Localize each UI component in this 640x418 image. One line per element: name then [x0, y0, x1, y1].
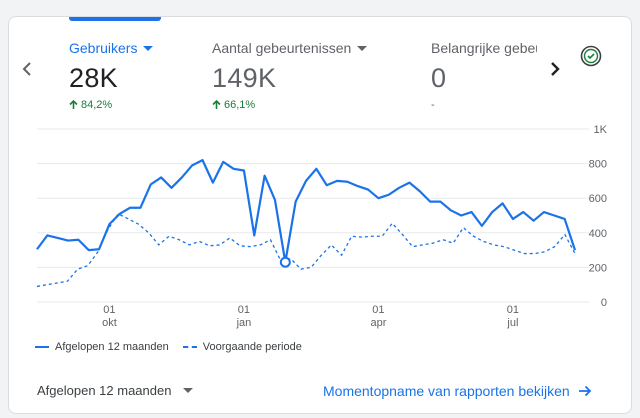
y-tick-label: 1K — [594, 124, 608, 136]
metric-change: - — [431, 99, 435, 111]
x-tick-day: 01 — [103, 304, 115, 316]
view-reports-snapshot-link[interactable]: Momentopname van rapporten bekijken — [323, 383, 592, 399]
dropdown-caret-icon — [357, 45, 368, 51]
current-period-line — [36, 159, 577, 264]
legend-item-previous: Voorgaande periode — [182, 341, 302, 353]
y-tick-label: 400 — [589, 228, 607, 240]
x-tick-day: 01 — [372, 304, 384, 316]
active-tab-indicator — [69, 17, 161, 21]
legend-solid-swatch — [35, 346, 49, 348]
x-tick-month: apr — [370, 317, 386, 329]
x-tick-month: jul — [506, 317, 518, 329]
data-point-marker — [279, 256, 291, 268]
chevron-right-icon — [551, 62, 560, 76]
metric-tab-key-events[interactable]: Belangrijke gebeurtenissen 0 - — [431, 40, 537, 111]
metric-tabs: Gebruikers 28K 84,2% Aantal gebeurteniss… — [9, 17, 537, 127]
date-range-select[interactable]: Afgelopen 12 maanden — [37, 383, 194, 398]
metric-value: 28K — [69, 63, 118, 93]
metric-label[interactable]: Aantal gebeurtenissen — [212, 40, 368, 56]
metric-tab-users[interactable]: Gebruikers 28K 84,2% — [69, 40, 154, 111]
arrow-up-icon — [212, 100, 221, 109]
x-tick-day: 01 — [238, 304, 250, 316]
dropdown-caret-icon — [143, 45, 154, 51]
status-check-button[interactable] — [579, 44, 603, 68]
metric-value: 149K — [212, 63, 277, 93]
next-metrics-button[interactable] — [545, 57, 565, 81]
legend-dashed-swatch — [182, 346, 197, 348]
legend-item-current: Afgelopen 12 maanden — [35, 341, 169, 353]
x-tick-month: okt — [102, 317, 117, 329]
x-tick-day: 01 — [507, 304, 519, 316]
metric-change: 66,1% — [212, 99, 367, 111]
arrow-right-icon — [578, 385, 591, 397]
previous-period-line — [36, 213, 576, 288]
metric-change: 84,2% — [69, 99, 153, 111]
x-tick-month: jan — [236, 317, 252, 329]
chevron-down-icon — [183, 388, 194, 393]
y-tick-label: 200 — [589, 262, 607, 274]
previous-metrics-button[interactable] — [17, 57, 37, 81]
check-circle-icon — [580, 45, 602, 67]
metric-value: 0 — [431, 63, 447, 93]
arrow-up-icon — [69, 100, 78, 109]
chevron-left-icon — [22, 62, 31, 76]
metric-label[interactable]: Belangrijke gebeurtenissen — [431, 40, 537, 56]
metric-label[interactable]: Gebruikers — [69, 40, 154, 56]
chart-legend: Afgelopen 12 maanden Voorgaande periode — [35, 341, 302, 353]
users-overview-card: Gebruikers 28K 84,2% Aantal gebeurteniss… — [8, 16, 632, 414]
metric-tab-event-count[interactable]: Aantal gebeurtenissen 149K 66,1% — [212, 40, 368, 111]
y-tick-label: 800 — [589, 159, 607, 171]
y-tick-label: 0 — [601, 297, 607, 309]
y-tick-label: 600 — [589, 193, 607, 205]
